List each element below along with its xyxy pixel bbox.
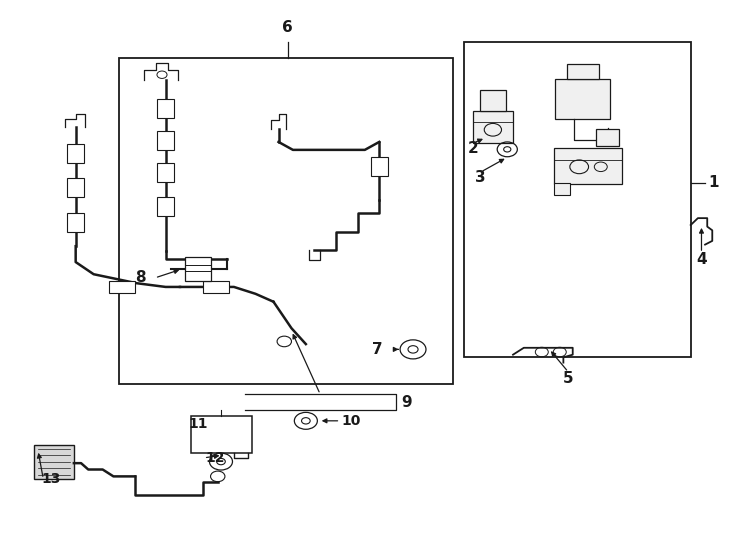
Bar [119,58,454,384]
Bar [157,197,174,216]
Bar [157,99,174,118]
Text: 13: 13 [42,472,61,486]
Bar [34,444,74,479]
Bar [203,281,229,293]
Bar [464,43,691,357]
Text: 4: 4 [696,252,707,267]
Bar [567,64,599,79]
Text: 8: 8 [135,271,146,286]
Bar [157,163,174,181]
Bar [185,257,211,281]
Text: 3: 3 [476,170,486,185]
Text: 11: 11 [188,417,208,431]
Bar [191,416,252,453]
Text: 7: 7 [371,342,382,357]
Bar [67,213,84,232]
Text: 12: 12 [205,451,225,465]
Bar [473,111,513,143]
Bar [109,281,135,293]
Text: 6: 6 [283,19,294,35]
Bar [554,183,570,195]
Text: 1: 1 [708,175,719,190]
Bar [596,129,619,146]
Bar [371,157,388,177]
Bar [67,144,84,163]
Text: 9: 9 [401,395,413,410]
Bar [67,178,84,198]
Text: 10: 10 [342,414,361,428]
Bar [556,79,610,119]
Text: 5: 5 [563,371,574,386]
Bar [480,90,506,111]
Text: 2: 2 [468,141,479,156]
Bar [554,148,622,184]
Bar [157,131,174,150]
